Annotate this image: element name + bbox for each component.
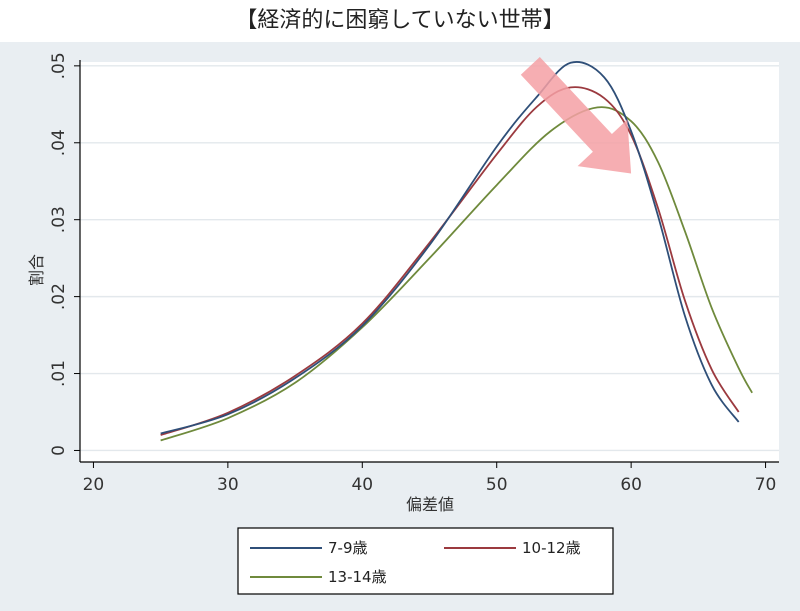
x-tick-label-4: 60 — [620, 475, 642, 495]
legend-label-10-12: 10-12歳 — [522, 539, 581, 557]
y-axis-label: 割合 — [27, 254, 46, 286]
series-line-13-14歳 — [160, 106, 753, 442]
annotation-arrow — [520, 57, 632, 174]
y-tick-label-2: .02 — [49, 283, 69, 310]
y-tick-label-3: .03 — [49, 206, 69, 233]
y-tick-label-5: .05 — [49, 52, 69, 79]
x-axis-label: 偏差値 — [406, 495, 454, 514]
x-tick-label-0: 20 — [83, 475, 105, 495]
y-tick-label-1: .01 — [49, 360, 69, 387]
legend-label-7-9: 7-9歳 — [328, 539, 368, 557]
y-tick-label-4: .04 — [49, 129, 69, 156]
x-tick-label-3: 50 — [486, 475, 508, 495]
axes: 0 .01 .02 .03 .04 .05 20 30 40 50 60 70 — [49, 52, 779, 495]
legend-label-13-14: 13-14歳 — [328, 568, 387, 586]
legend-box — [237, 527, 614, 595]
annotation-layer — [520, 57, 632, 174]
x-tick-label-1: 30 — [217, 475, 239, 495]
legend: 7-9歳 10-12歳 13-14歳 — [237, 527, 614, 595]
chart-title: 【経済的に困窮していない世帯】 — [235, 8, 564, 33]
y-tick-label-0: 0 — [49, 445, 69, 456]
x-tick-label-2: 40 — [351, 475, 373, 495]
series-line-10-12歳 — [160, 86, 740, 436]
x-tick-label-5: 70 — [755, 475, 777, 495]
plot-area — [80, 62, 779, 462]
